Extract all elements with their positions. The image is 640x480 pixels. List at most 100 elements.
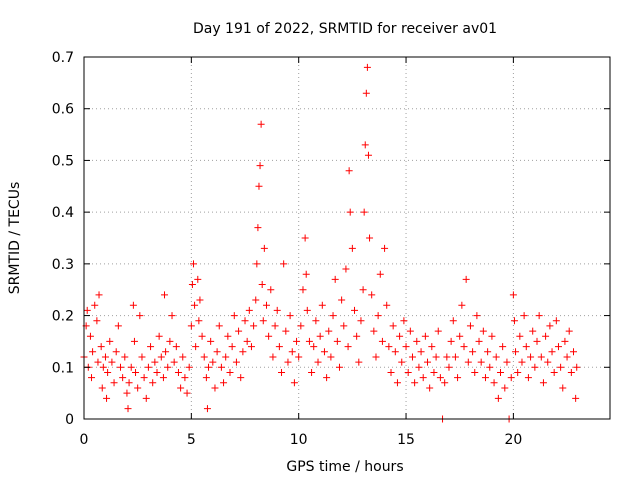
data-point [518, 358, 526, 366]
data-point [406, 327, 414, 335]
data-point [413, 337, 421, 345]
data-point [320, 348, 328, 356]
data-point [162, 348, 170, 356]
data-point [559, 384, 567, 392]
data-point [265, 332, 273, 340]
x-tick-label: 20 [504, 432, 522, 448]
data-point [484, 348, 492, 356]
data-point [260, 244, 268, 252]
data-point [302, 270, 310, 278]
data-point [434, 327, 442, 335]
data-point [494, 394, 502, 402]
y-axis-label: SRMTID / TECUs [7, 182, 23, 295]
data-point [232, 358, 240, 366]
data-point [333, 337, 341, 345]
data-point [520, 312, 528, 320]
data-point [344, 343, 352, 351]
data-point [125, 379, 133, 387]
data-point [262, 301, 270, 309]
data-point [282, 327, 290, 335]
data-point [308, 368, 316, 376]
data-point [288, 348, 296, 356]
data-point [542, 332, 550, 340]
data-point [531, 363, 539, 371]
axes: 0 0.1 0.2 0.3 0.4 0.5 0.6 0.7 0 5 10 15 20 [52, 50, 610, 448]
y-tick-label: 0.4 [52, 205, 74, 221]
data-point [499, 343, 507, 351]
data-point [424, 358, 432, 366]
data-point [486, 363, 494, 371]
data-point [132, 368, 140, 376]
data-point [451, 353, 459, 361]
data-point [127, 363, 135, 371]
data-point [391, 348, 399, 356]
data-point [340, 322, 348, 330]
data-point [123, 389, 131, 397]
data-point [501, 384, 509, 392]
data-point [383, 301, 391, 309]
data-point [253, 260, 261, 268]
data-point [170, 358, 178, 366]
data-point [95, 291, 103, 299]
data-point [99, 363, 107, 371]
data-point [220, 379, 228, 387]
data-point [297, 322, 305, 330]
data-point [130, 337, 138, 345]
data-point [301, 234, 309, 242]
data-point [189, 260, 197, 268]
data-point [565, 327, 573, 335]
data-point [258, 281, 266, 289]
data-point [98, 384, 106, 392]
data-point [436, 374, 444, 382]
y-tick-label: 0 [65, 412, 74, 428]
data-point [140, 374, 148, 382]
data-point [101, 353, 109, 361]
data-point [157, 353, 165, 361]
y-tick-label: 0.1 [52, 360, 74, 376]
data-point [378, 337, 386, 345]
data-point [419, 374, 427, 382]
data-point [572, 394, 580, 402]
data-point [370, 327, 378, 335]
data-point [299, 286, 307, 294]
data-point [129, 301, 137, 309]
data-point [561, 337, 569, 345]
data-point [554, 343, 562, 351]
data-point [198, 332, 206, 340]
chart-title: Day 191 of 2022, SRMTID for receiver av0… [193, 21, 497, 37]
data-point [527, 353, 535, 361]
x-axis-label: GPS time / hours [286, 459, 403, 475]
data-point [360, 208, 368, 216]
data-point [573, 363, 581, 371]
data-point [387, 368, 395, 376]
data-point [237, 374, 245, 382]
data-point [93, 317, 101, 325]
data-point [179, 353, 187, 361]
data-point [393, 379, 401, 387]
data-point [389, 322, 397, 330]
data-point [215, 322, 223, 330]
data-point [177, 384, 185, 392]
data-points [80, 63, 581, 423]
data-point [151, 358, 159, 366]
data-point [355, 358, 363, 366]
data-point [329, 312, 337, 320]
data-point [345, 167, 353, 175]
data-point [331, 275, 339, 283]
data-point [256, 162, 264, 170]
data-point [239, 348, 247, 356]
data-point [477, 358, 485, 366]
data-point [86, 332, 94, 340]
data-point [464, 358, 472, 366]
data-point [396, 332, 404, 340]
data-point [552, 317, 560, 325]
data-point [112, 348, 120, 356]
data-point [473, 312, 481, 320]
data-point [213, 348, 221, 356]
data-point [254, 224, 262, 232]
data-point [507, 374, 515, 382]
data-point [454, 374, 462, 382]
data-point [443, 353, 451, 361]
y-tick-label: 0.6 [52, 102, 74, 118]
